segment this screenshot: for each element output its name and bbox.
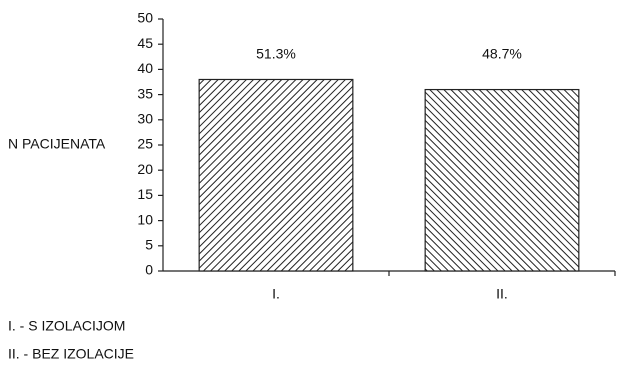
x-tick-label: I. [272,286,280,302]
y-tick-label: 30 [137,111,153,127]
y-tick-label: 50 [137,10,153,26]
y-tick-label: 15 [137,186,153,202]
y-tick-label: 40 [137,60,153,76]
y-tick-label: 0 [145,262,153,278]
y-tick-label: 10 [137,211,153,227]
annotation: 51.3% [256,46,296,62]
x-tick-label: II. [496,286,508,302]
bar [198,78,354,272]
y-tick-label: 45 [137,35,153,51]
y-tick-label: 20 [137,161,153,177]
y-axis-label: N PACIJENATA [8,136,106,152]
y-tick-label: 5 [145,237,153,253]
note: II. - BEZ IZOLACIJE [8,346,134,362]
note: I. - S IZOLACIJOM [8,318,125,334]
y-tick-label: 35 [137,85,153,101]
bar [424,88,580,272]
annotation: 48.7% [482,46,522,62]
y-tick-label: 25 [137,136,153,152]
